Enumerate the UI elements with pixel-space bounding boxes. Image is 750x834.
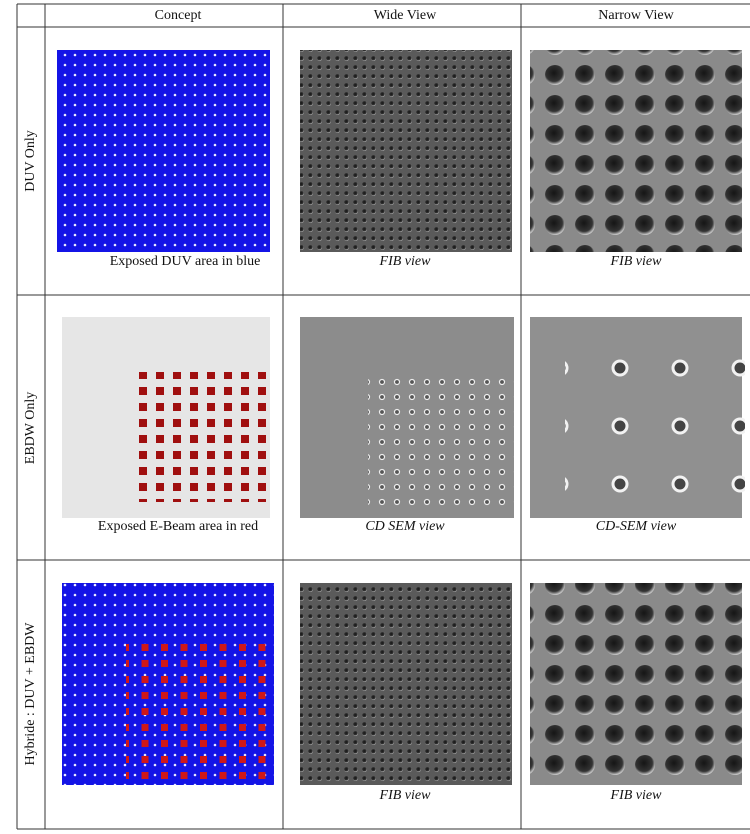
caption: FIB view [610,254,663,269]
column-header: Wide View [374,8,437,23]
caption: Exposed DUV area in blue [110,254,261,269]
column-header: Concept [155,8,202,23]
narrow-holes [565,355,745,525]
caption: FIB view [610,788,663,803]
wide-holes [368,372,514,507]
caption: CD-SEM view [596,519,677,534]
row-label: EBDW Only [23,392,38,464]
wide-image [300,583,512,785]
concept-image [57,50,270,252]
ebeam-squares [136,372,270,502]
caption: FIB view [379,788,432,803]
narrow-image [530,50,742,252]
caption: FIB view [379,254,432,269]
caption: CD SEM view [365,519,445,534]
column-header: Narrow View [598,8,674,23]
ebeam-squares [126,636,274,780]
row-label: DUV Only [23,130,38,192]
table-lines [16,3,750,830]
row-label: Hybride : DUV + EBDW [23,622,38,766]
caption: Exposed E-Beam area in red [98,519,258,534]
narrow-image [530,583,742,785]
wide-image [300,50,512,252]
